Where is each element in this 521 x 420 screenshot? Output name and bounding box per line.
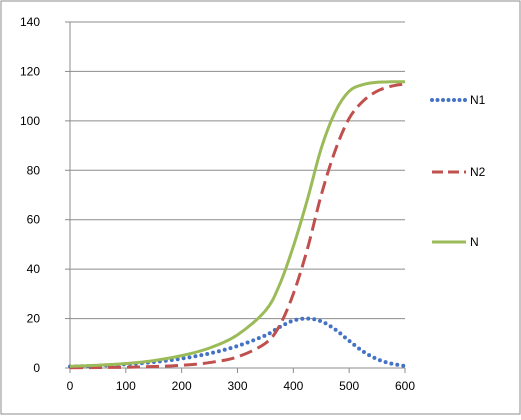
x-tick-label: 100 [116,379,136,393]
y-tick-label: 60 [27,213,41,227]
y-tick-label: 140 [20,15,40,29]
y-tick-label: 0 [33,361,40,375]
axes [65,21,406,373]
x-tick-label: 500 [339,379,359,393]
series-line-n1 [68,316,407,369]
y-tick-label: 100 [20,114,40,128]
y-tick-label: 120 [20,64,40,78]
legend-label-n2: N2 [470,165,486,179]
x-tick-label: 600 [395,379,415,393]
x-tick-label: 0 [67,379,74,393]
legend-label-n: N [470,235,479,249]
x-tick-label: 300 [227,379,247,393]
legend-label-n1: N1 [470,93,486,107]
series-line-n2 [69,82,406,370]
tick-labels: 0 20 40 60 80 100 120 140 0 100 200 300 400 500 600 [20,15,415,393]
y-tick-label: 20 [27,312,41,326]
series-lines [68,80,407,370]
x-tick-label: 200 [172,379,192,393]
legend: N1 N2 N [430,93,486,249]
y-tick-label: 40 [27,262,41,276]
series-line-n [69,80,406,368]
x-tick-label: 400 [283,379,303,393]
y-tick-label: 80 [27,163,41,177]
gridlines [70,21,405,320]
